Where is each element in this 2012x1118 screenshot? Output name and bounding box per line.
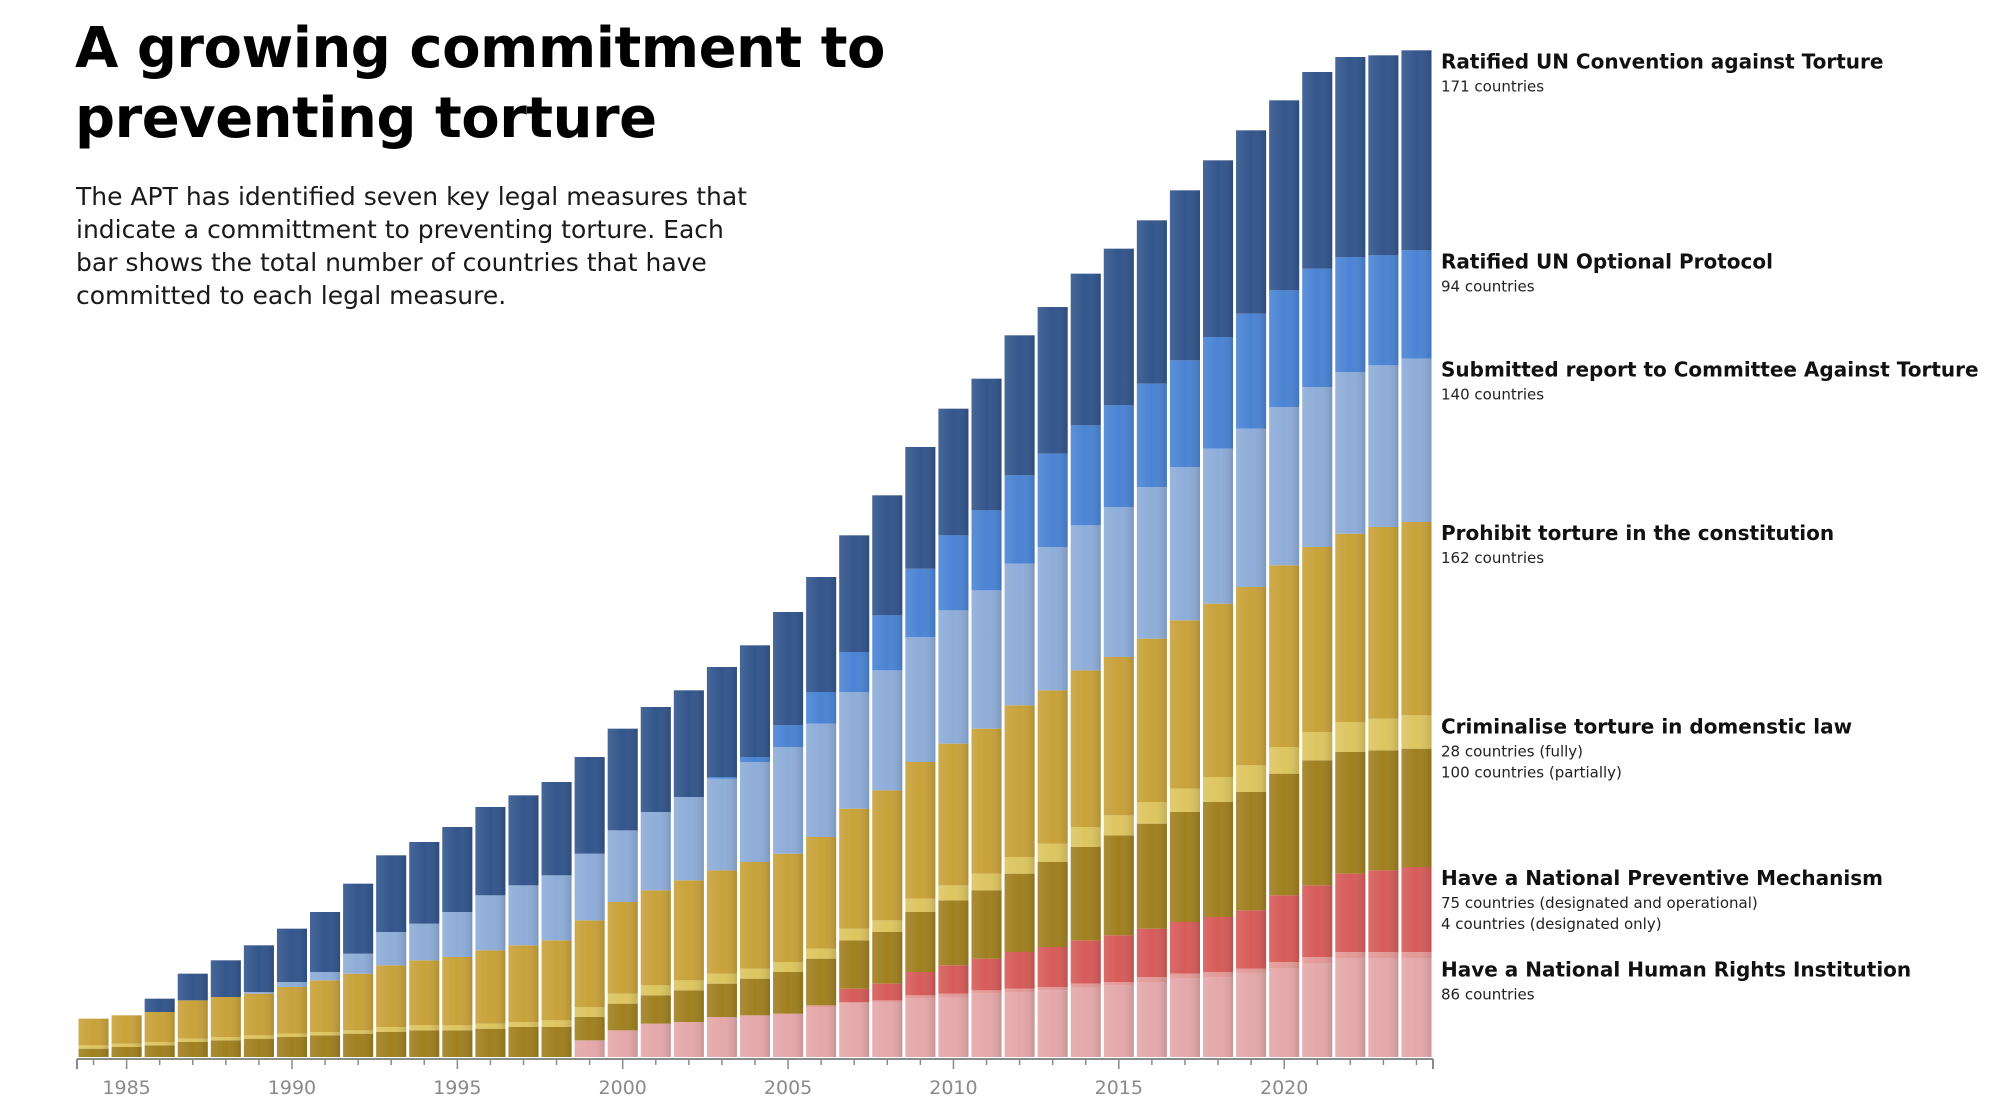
bar-shading-2019 xyxy=(1236,130,1267,1057)
bar-shading-2024 xyxy=(1401,50,1432,1057)
chart-title: A growing commitment to preventing tortu… xyxy=(75,16,885,151)
bar-shading-1992 xyxy=(343,883,374,1057)
series-label-crim_full: Criminalise torture in domenstic law 28 c… xyxy=(1441,714,1852,781)
series-label-count: 4 countries (designated only) xyxy=(1441,915,1662,933)
series-label-title: Prohibit torture in the constitution xyxy=(1441,521,1834,545)
bar-shading-1997 xyxy=(508,795,539,1057)
bar-shading-2022 xyxy=(1335,57,1366,1057)
bar-shading-2005 xyxy=(773,612,804,1057)
bar-shading-1986 xyxy=(144,998,175,1057)
series-labels: Ratified UN Convention against Torture 17… xyxy=(1441,49,1979,1003)
bar-shading-1987 xyxy=(177,973,208,1057)
series-label-count: 86 countries xyxy=(1441,986,1535,1004)
series-label-count: 28 countries (fully) xyxy=(1441,742,1583,760)
bar-shading-2017 xyxy=(1169,190,1200,1057)
bar-shading-2003 xyxy=(706,667,737,1057)
bar-shading-2004 xyxy=(739,645,771,1057)
bar-shading-1988 xyxy=(210,960,241,1057)
series-label-title: Have a National Human Rights Institution xyxy=(1441,958,1911,982)
bar-shading-1984 xyxy=(78,1018,109,1057)
series-label-npm: Have a National Preventive Mechanism 75 c… xyxy=(1441,866,1883,933)
x-tick-label: 2005 xyxy=(764,1077,812,1099)
bar-shading-1994 xyxy=(409,842,440,1057)
series-label-count: 162 countries xyxy=(1441,549,1544,567)
bar-shading-2021 xyxy=(1302,72,1333,1057)
bar-shading-1989 xyxy=(243,945,274,1057)
series-label-const: Prohibit torture in the constitution 162 … xyxy=(1441,521,1834,567)
bar-shading-2007 xyxy=(839,535,870,1057)
bar-shading-2018 xyxy=(1202,160,1234,1057)
bar-shading-1985 xyxy=(111,1015,142,1057)
bar-shading-2012 xyxy=(1004,335,1035,1058)
bar-shading-1998 xyxy=(541,782,572,1057)
x-tick-label: 2000 xyxy=(599,1077,647,1099)
series-label-title: Have a National Preventive Mechanism xyxy=(1441,866,1883,890)
series-label-cat: Ratified UN Convention against Torture 17… xyxy=(1441,49,1883,95)
bar-shading-1990 xyxy=(276,928,308,1057)
series-label-title: Criminalise torture in domenstic law xyxy=(1441,714,1852,738)
x-tick-label: 2020 xyxy=(1260,1077,1308,1099)
bar-shading-1995 xyxy=(442,827,473,1057)
series-label-count: 75 countries (designated and operational… xyxy=(1441,894,1758,912)
x-tick-label: 1990 xyxy=(268,1077,316,1099)
bar-shading-2011 xyxy=(971,378,1002,1057)
bar-shading-2020 xyxy=(1269,100,1300,1057)
x-tick-label: 2010 xyxy=(929,1077,977,1099)
series-label-count: 171 countries xyxy=(1441,77,1544,95)
bar-shading-2023 xyxy=(1368,55,1399,1057)
bars-group xyxy=(78,50,1432,1058)
bar-shading-2008 xyxy=(872,495,903,1058)
bar-shading-2013 xyxy=(1037,307,1068,1057)
bar-shading-1993 xyxy=(376,855,407,1057)
series-label-title: Ratified UN Convention against Torture xyxy=(1441,49,1883,73)
bar-shading-1999 xyxy=(574,757,605,1057)
series-label-cat_report: Submitted report to Committee Against To… xyxy=(1441,358,1979,404)
series-label-count: 140 countries xyxy=(1441,386,1544,404)
bar-shading-2000 xyxy=(607,728,638,1057)
chart-subtitle: The APT has identified seven key legal m… xyxy=(76,182,747,310)
bar-shading-2006 xyxy=(806,577,837,1057)
bar-shading-1991 xyxy=(310,912,341,1057)
series-label-count: 94 countries xyxy=(1441,277,1535,295)
x-axis: 1985 1990 1995 2000 2005 2010 2015 2020 xyxy=(76,1058,1434,1099)
bar-shading-2015 xyxy=(1103,248,1134,1058)
bar-shading-2010 xyxy=(938,408,969,1057)
series-label-opcat: Ratified UN Optional Protocol 94 countrie… xyxy=(1441,249,1773,295)
bar-shading-2014 xyxy=(1070,273,1101,1057)
bar-shading-2001 xyxy=(640,707,671,1057)
bar-shading-2009 xyxy=(905,447,936,1057)
series-label-count: 100 countries (partially) xyxy=(1441,763,1622,781)
series-label-title: Ratified UN Optional Protocol xyxy=(1441,249,1773,273)
x-tick-label: 2015 xyxy=(1095,1077,1143,1099)
x-tick-label: 1985 xyxy=(102,1077,150,1099)
bar-shading-1996 xyxy=(475,807,506,1057)
bar-shading-2002 xyxy=(673,690,704,1057)
x-tick-label: 1995 xyxy=(433,1077,481,1099)
series-label-nhri: Have a National Human Rights Institution… xyxy=(1441,958,1911,1004)
bar-shading-2016 xyxy=(1136,220,1167,1057)
series-label-title: Submitted report to Committee Against To… xyxy=(1441,358,1979,382)
